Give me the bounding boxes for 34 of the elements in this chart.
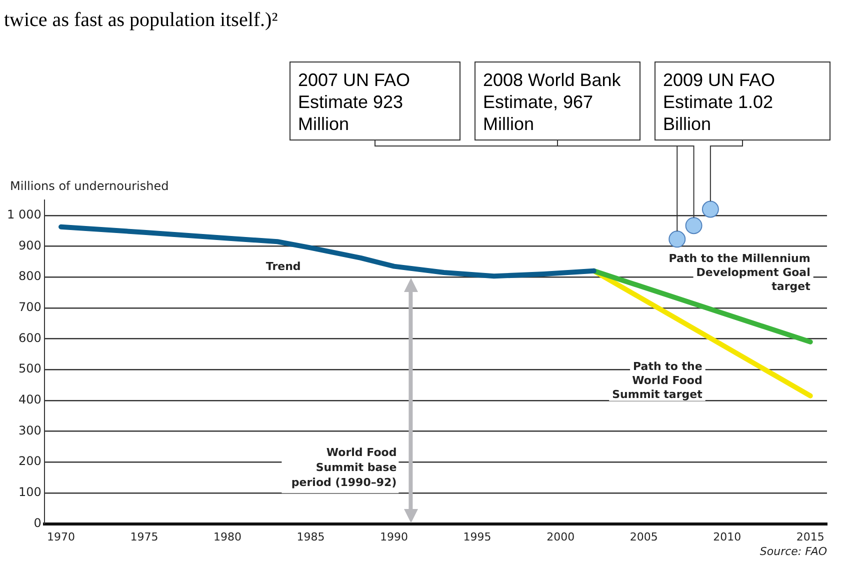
x-tick-label: 1980 xyxy=(214,530,242,544)
x-tick-label: 2000 xyxy=(546,530,575,544)
x-tick-label: 1985 xyxy=(296,530,325,544)
ref-line-label: World Food Summit base period (1990–92) xyxy=(291,446,397,490)
x-tick-label: 1970 xyxy=(47,530,76,544)
x-tick-label: 2015 xyxy=(796,530,824,544)
y-tick-label: 300 xyxy=(18,423,42,438)
series-label: Trend xyxy=(266,260,301,273)
point xyxy=(702,200,719,218)
y-axis-title: Millions of undernourished xyxy=(10,179,169,193)
text: Path to the World Food Summit target xyxy=(612,360,702,401)
y-tick-label: 900 xyxy=(18,238,42,252)
y-tick-label: 0 xyxy=(34,516,42,530)
y-tick-label: 600 xyxy=(18,330,42,345)
y-tick-label: 1 000 xyxy=(6,208,42,222)
annotation: 2008 World Bank Estimate, 967 Million xyxy=(483,70,622,134)
y-tick-label: 700 xyxy=(18,300,42,314)
text: twice as fast as population itself.)² xyxy=(4,9,278,31)
series-label: Path to the Millennium Development Goal target xyxy=(668,252,810,293)
y-tick-label: 100 xyxy=(18,485,42,500)
y-tick-label: 400 xyxy=(18,392,42,407)
y-tick-label: 800 xyxy=(18,269,42,284)
x-tick-label: 1995 xyxy=(463,530,492,544)
point xyxy=(668,230,686,248)
annotation: 2009 UN FAO Estimate 1.02 Billion xyxy=(663,70,776,134)
annotation: 2007 UN FAO Estimate 923 Million xyxy=(298,70,410,134)
x-tick-label: 1990 xyxy=(380,530,408,544)
x-tick-label: 2005 xyxy=(630,530,658,544)
y-tick-label: 500 xyxy=(18,362,42,376)
x-tick-label: 2010 xyxy=(713,530,742,544)
y-tick-label: 200 xyxy=(18,454,42,468)
source-note: Source: FAO xyxy=(760,545,828,558)
point xyxy=(685,217,702,234)
x-tick-label: 1975 xyxy=(130,530,158,544)
